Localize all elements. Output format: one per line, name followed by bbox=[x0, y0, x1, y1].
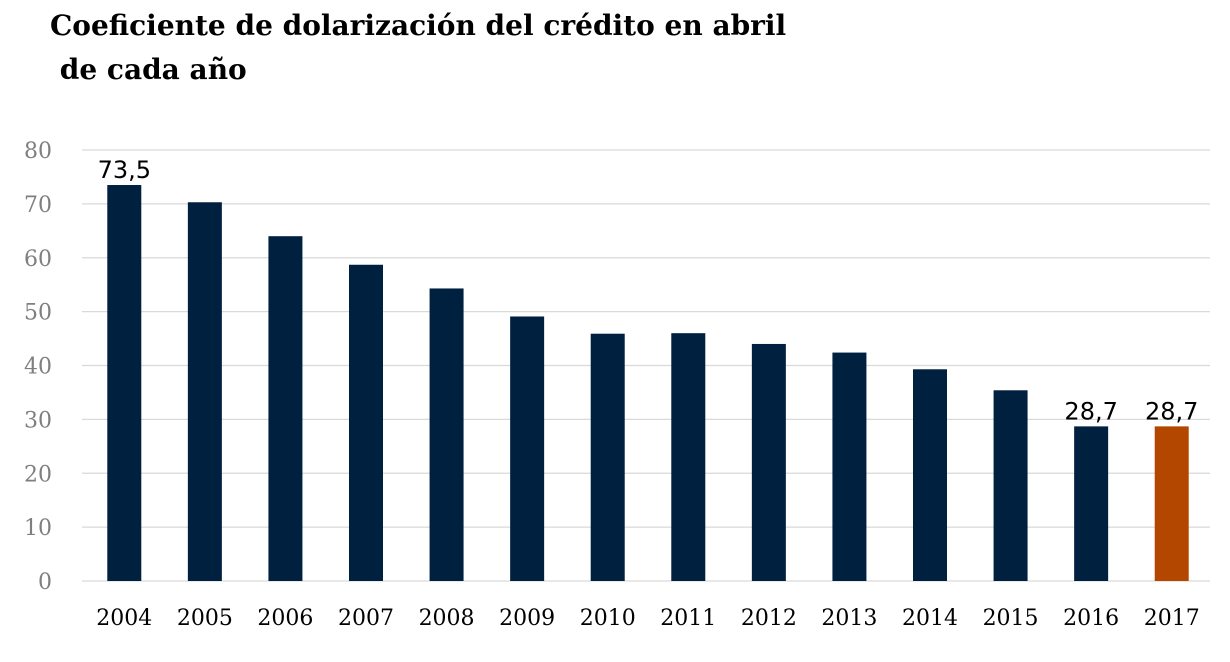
y-tick-label: 80 bbox=[24, 139, 52, 164]
gridlines bbox=[82, 149, 1210, 582]
x-tick-label: 2015 bbox=[983, 606, 1039, 631]
bar-2012 bbox=[751, 343, 786, 581]
y-tick-label: 40 bbox=[24, 355, 52, 380]
bar-2014 bbox=[913, 369, 947, 581]
data-labels: 73,5 28,7 28,7 bbox=[98, 156, 1199, 425]
bar-2008 bbox=[429, 288, 464, 581]
x-axis: 2004 2005 2006 2007 2008 2009 2010 2011 2012 2013… bbox=[96, 606, 1199, 631]
y-axis: 0 10 20 30 40 50 60 70 80 bbox=[24, 139, 52, 595]
x-tick-label: 2017 bbox=[1144, 606, 1200, 631]
y-tick-label: 70 bbox=[24, 193, 52, 218]
y-tick-label: 60 bbox=[24, 247, 52, 272]
y-tick-label: 0 bbox=[38, 570, 52, 595]
x-tick-label: 2007 bbox=[338, 606, 394, 631]
chart-title-line-1: Coeficiente de dolarización del crédito … bbox=[50, 9, 787, 42]
x-tick-label: 2005 bbox=[177, 606, 233, 631]
data-label-2017: 28,7 bbox=[1145, 397, 1198, 425]
y-tick-label: 50 bbox=[24, 301, 52, 326]
x-tick-label: 2006 bbox=[257, 606, 313, 631]
x-tick-label: 2012 bbox=[741, 606, 797, 631]
data-label-2004: 73,5 bbox=[98, 156, 151, 184]
bar-2015 bbox=[993, 390, 1028, 581]
bar-2011 bbox=[671, 333, 706, 581]
x-tick-label: 2016 bbox=[1063, 606, 1119, 631]
bar-2017 bbox=[1154, 426, 1189, 581]
chart-title-line-2: de cada año bbox=[50, 53, 247, 86]
bar-2006 bbox=[268, 236, 303, 581]
bar-2013 bbox=[832, 352, 867, 581]
y-tick-label: 20 bbox=[24, 462, 52, 487]
x-tick-label: 2009 bbox=[499, 606, 555, 631]
x-tick-label: 2013 bbox=[821, 606, 877, 631]
bar-2010 bbox=[590, 333, 625, 581]
y-tick-label: 10 bbox=[24, 516, 52, 541]
y-tick-label: 30 bbox=[24, 408, 52, 433]
bar-2009 bbox=[510, 316, 545, 581]
bar-2007 bbox=[349, 264, 383, 581]
bars bbox=[107, 185, 1189, 582]
x-tick-label: 2008 bbox=[419, 606, 475, 631]
x-tick-label: 2010 bbox=[580, 606, 636, 631]
data-label-2016: 28,7 bbox=[1064, 397, 1117, 425]
bar-2005 bbox=[187, 202, 222, 582]
bar-2016 bbox=[1074, 426, 1109, 581]
x-tick-label: 2011 bbox=[660, 606, 716, 631]
bar-2004 bbox=[107, 185, 142, 582]
x-tick-label: 2014 bbox=[902, 606, 958, 631]
chart-title: Coeficiente de dolarización del crédito … bbox=[50, 4, 786, 92]
x-tick-label: 2004 bbox=[96, 606, 152, 631]
